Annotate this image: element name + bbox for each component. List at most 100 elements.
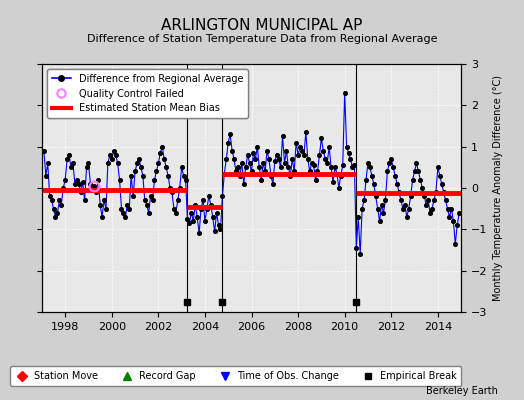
Point (269, 181, 277, 187)
Point (40, 148, 48, 154)
Point (43, 160, 52, 166)
Point (331, 164, 339, 170)
Point (150, 176, 159, 183)
Point (166, 185, 174, 191)
Point (140, 197, 149, 204)
Point (203, 206, 211, 212)
Point (323, 160, 331, 166)
Point (402, 214, 411, 220)
Point (48, 197, 56, 204)
Point (172, 210, 180, 216)
Point (67, 164, 75, 170)
Point (173, 197, 182, 204)
Point (426, 210, 434, 216)
Point (168, 189, 176, 195)
Point (100, 197, 108, 204)
Point (88, 183, 96, 189)
Point (372, 193, 380, 200)
Point (360, 197, 368, 204)
Point (329, 178, 337, 185)
Point (313, 168, 322, 175)
Point (352, 245, 361, 251)
Point (158, 144, 167, 150)
Point (195, 230, 203, 237)
Point (137, 164, 145, 170)
Point (416, 176, 424, 183)
Point (430, 197, 438, 204)
Point (176, 185, 184, 191)
Point (449, 218, 457, 224)
Point (63, 156, 71, 162)
Point (356, 251, 364, 257)
Point (341, 90, 349, 96)
Point (401, 201, 409, 208)
Point (211, 228, 219, 234)
Point (399, 206, 407, 212)
Point (127, 172, 135, 179)
Point (133, 160, 141, 166)
Point (369, 181, 378, 187)
Point (420, 193, 429, 200)
Point (189, 218, 198, 224)
Point (80, 197, 89, 204)
Point (222, 156, 231, 162)
Text: Difference of Station Temperature Data from Regional Average: Difference of Station Temperature Data f… (87, 34, 437, 44)
Point (325, 144, 333, 150)
Point (377, 201, 386, 208)
Point (55, 197, 63, 204)
Point (379, 210, 388, 216)
Point (336, 172, 345, 179)
Point (303, 156, 312, 162)
Point (358, 206, 366, 212)
Point (51, 214, 60, 220)
Point (131, 168, 139, 175)
Point (350, 162, 358, 168)
Point (77, 189, 85, 195)
Point (275, 156, 283, 162)
Point (251, 156, 259, 162)
Point (185, 220, 193, 226)
Text: Berkeley Earth: Berkeley Earth (426, 386, 498, 396)
Point (187, 210, 195, 216)
Point (115, 176, 124, 183)
Point (286, 172, 294, 179)
Point (178, 164, 186, 170)
Point (162, 164, 170, 170)
Point (119, 210, 128, 216)
Point (206, 201, 215, 208)
Point (305, 168, 314, 175)
Point (90, 183, 99, 189)
Point (327, 164, 335, 170)
Point (234, 164, 242, 170)
Legend: Difference from Regional Average, Quality Control Failed, Estimated Station Mean: Difference from Regional Average, Qualit… (47, 69, 248, 118)
Point (82, 164, 91, 170)
Point (414, 168, 423, 175)
Point (389, 164, 397, 170)
Point (261, 168, 269, 175)
Point (218, 193, 226, 200)
Point (112, 152, 120, 158)
Point (441, 197, 450, 204)
Point (247, 168, 256, 175)
Point (253, 144, 261, 150)
Point (284, 164, 292, 170)
Point (455, 210, 463, 216)
Point (212, 210, 221, 216)
Point (156, 150, 165, 156)
Legend: Station Move, Record Gap, Time of Obs. Change, Empirical Break: Station Move, Record Gap, Time of Obs. C… (10, 366, 462, 386)
Point (348, 164, 357, 170)
Point (383, 168, 391, 175)
Point (422, 201, 430, 208)
Point (230, 156, 238, 162)
Point (317, 135, 325, 142)
Point (272, 152, 281, 158)
Point (104, 160, 112, 166)
Point (46, 193, 54, 200)
Point (236, 172, 244, 179)
Point (143, 201, 151, 208)
Point (333, 170, 341, 177)
Point (57, 201, 66, 208)
Point (308, 160, 316, 166)
Point (73, 176, 81, 183)
Point (381, 197, 390, 204)
